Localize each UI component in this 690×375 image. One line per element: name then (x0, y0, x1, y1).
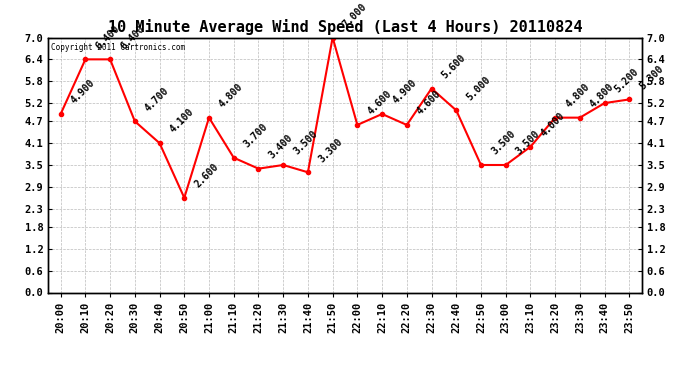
Text: 3.400: 3.400 (267, 132, 295, 160)
Text: 6.400: 6.400 (94, 23, 121, 51)
Text: 7.000: 7.000 (341, 2, 369, 29)
Text: Copyright 2011 Cartronics.com: Copyright 2011 Cartronics.com (51, 43, 186, 52)
Text: 5.600: 5.600 (440, 53, 468, 80)
Text: 3.500: 3.500 (291, 129, 319, 157)
Text: 4.700: 4.700 (143, 85, 171, 113)
Text: 5.000: 5.000 (464, 74, 493, 102)
Text: 4.900: 4.900 (69, 78, 97, 106)
Text: 2.600: 2.600 (193, 162, 221, 189)
Text: 6.400: 6.400 (119, 23, 146, 51)
Text: 3.700: 3.700 (242, 122, 270, 149)
Text: 4.800: 4.800 (217, 81, 245, 109)
Text: 5.300: 5.300 (638, 63, 666, 91)
Text: 3.500: 3.500 (489, 129, 518, 157)
Text: 4.100: 4.100 (168, 107, 196, 135)
Text: 3.300: 3.300 (316, 136, 344, 164)
Text: 3.500: 3.500 (514, 129, 542, 157)
Text: 4.800: 4.800 (564, 81, 591, 109)
Text: 4.000: 4.000 (539, 111, 566, 138)
Text: 4.900: 4.900 (391, 78, 418, 106)
Text: 5.200: 5.200 (613, 67, 641, 95)
Text: 4.800: 4.800 (588, 81, 616, 109)
Title: 10 Minute Average Wind Speed (Last 4 Hours) 20110824: 10 Minute Average Wind Speed (Last 4 Hou… (108, 19, 582, 35)
Text: 4.600: 4.600 (366, 89, 393, 117)
Text: 4.600: 4.600 (415, 89, 443, 117)
